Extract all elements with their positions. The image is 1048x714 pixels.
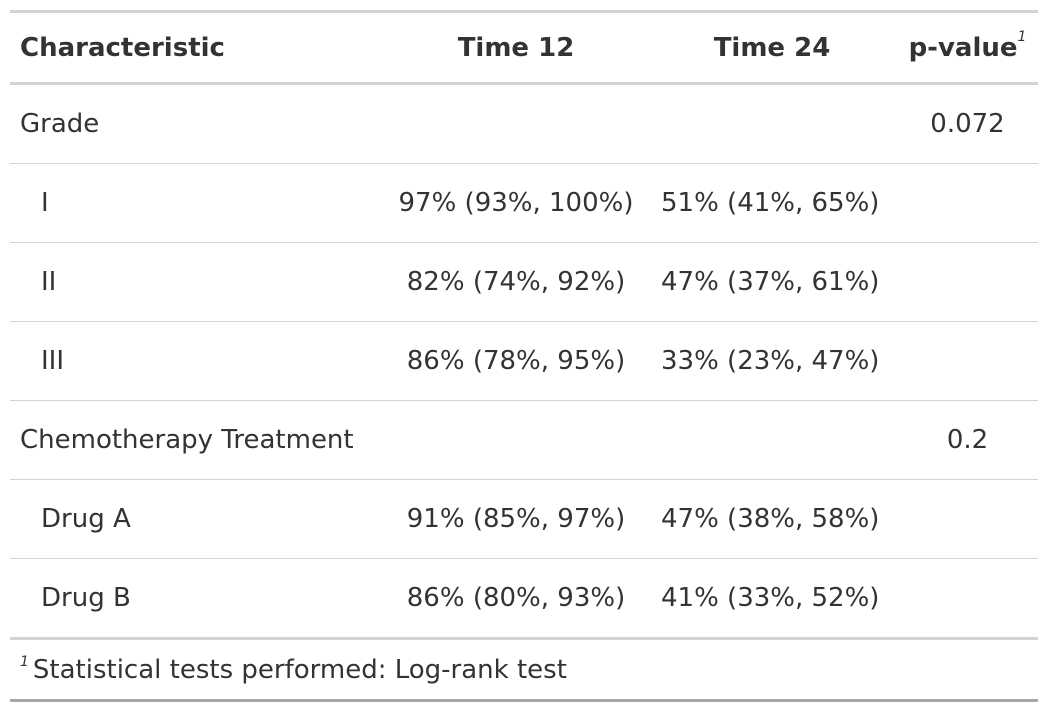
cell-p-value [897,480,1038,559]
header-time-12-label: Time 12 [457,32,575,63]
cell-p-value: 0.2 [946,425,989,455]
header-characteristic-label: Characteristic [20,32,225,63]
cell-time24: 33% (23%, 47%) [661,346,880,376]
cell-p-value [897,322,1038,401]
table-row-grade-ii: II 82% (74%, 92%) 47% (37%, 61%) [10,243,1038,322]
cell-time24: 47% (38%, 58%) [661,504,880,534]
header-time-24-label: Time 24 [713,32,831,63]
header-time-24: Time 24 [647,12,897,84]
cell-p-value [897,164,1038,243]
table-row-grade-iii: III 86% (78%, 95%) 33% (23%, 47%) [10,322,1038,401]
cell-time12: 82% (74%, 92%) [406,267,626,297]
row-label: II [41,267,57,297]
survival-summary-table: Characteristic Time 12 Time 24 p-value1 … [10,10,1038,640]
row-label: Drug B [41,583,131,613]
header-time-12: Time 12 [385,12,647,84]
table-row-drug-b: Drug B 86% (80%, 93%) 41% (33%, 52%) [10,559,1038,639]
table-header: Characteristic Time 12 Time 24 p-value1 [10,11,1038,84]
row-label: Drug A [41,504,131,534]
cell-time24: 47% (37%, 61%) [661,267,880,297]
cell-time24 [647,401,897,480]
cell-p-value [897,559,1038,639]
row-label: I [41,188,49,218]
cell-time12: 97% (93%, 100%) [398,188,634,218]
header-characteristic: Characteristic [10,12,385,84]
header-p-value-label: p-value [908,32,1018,63]
table-footnote: 1 Statistical tests performed: Log-rank … [10,640,1038,702]
row-label: Chemotherapy Treatment [20,425,354,455]
cell-p-value [897,243,1038,322]
header-p-value: p-value1 [897,12,1038,84]
cell-time12 [385,401,647,480]
cell-time12: 86% (80%, 93%) [406,583,626,613]
header-p-value-footnote-mark: 1 [1017,28,1027,45]
cell-time24 [647,84,897,164]
row-label: Grade [20,109,100,139]
summary-table-container: Characteristic Time 12 Time 24 p-value 1 … [10,10,1038,702]
cell-time24: 51% (41%, 65%) [661,188,880,218]
cell-time12: 86% (78%, 95%) [406,346,626,376]
footnote-mark: 1 [20,653,29,670]
header-row: Characteristic Time 12 Time 24 p-value1 [10,11,1038,84]
cell-p-value: 0.072 [930,109,1005,139]
table-row-drug-a: Drug A 91% (85%, 97%) 47% (38%, 58%) [10,480,1038,559]
table-row-grade: Grade 0.072 [10,84,1038,164]
cell-time12: 91% (85%, 97%) [406,504,626,534]
table-row-grade-i: I 97% (93%, 100%) 51% (41%, 65%) [10,164,1038,243]
table-row-chemotherapy: Chemotherapy Treatment 0.2 [10,401,1038,480]
table-body: Grade 0.072 I 97% (93%, 100%) 51% (41%, … [10,84,1038,639]
row-label: III [41,346,65,376]
cell-time12 [385,84,647,164]
footnote-text: Statistical tests performed: Log-rank te… [32,654,567,685]
cell-time24: 41% (33%, 52%) [661,583,880,613]
